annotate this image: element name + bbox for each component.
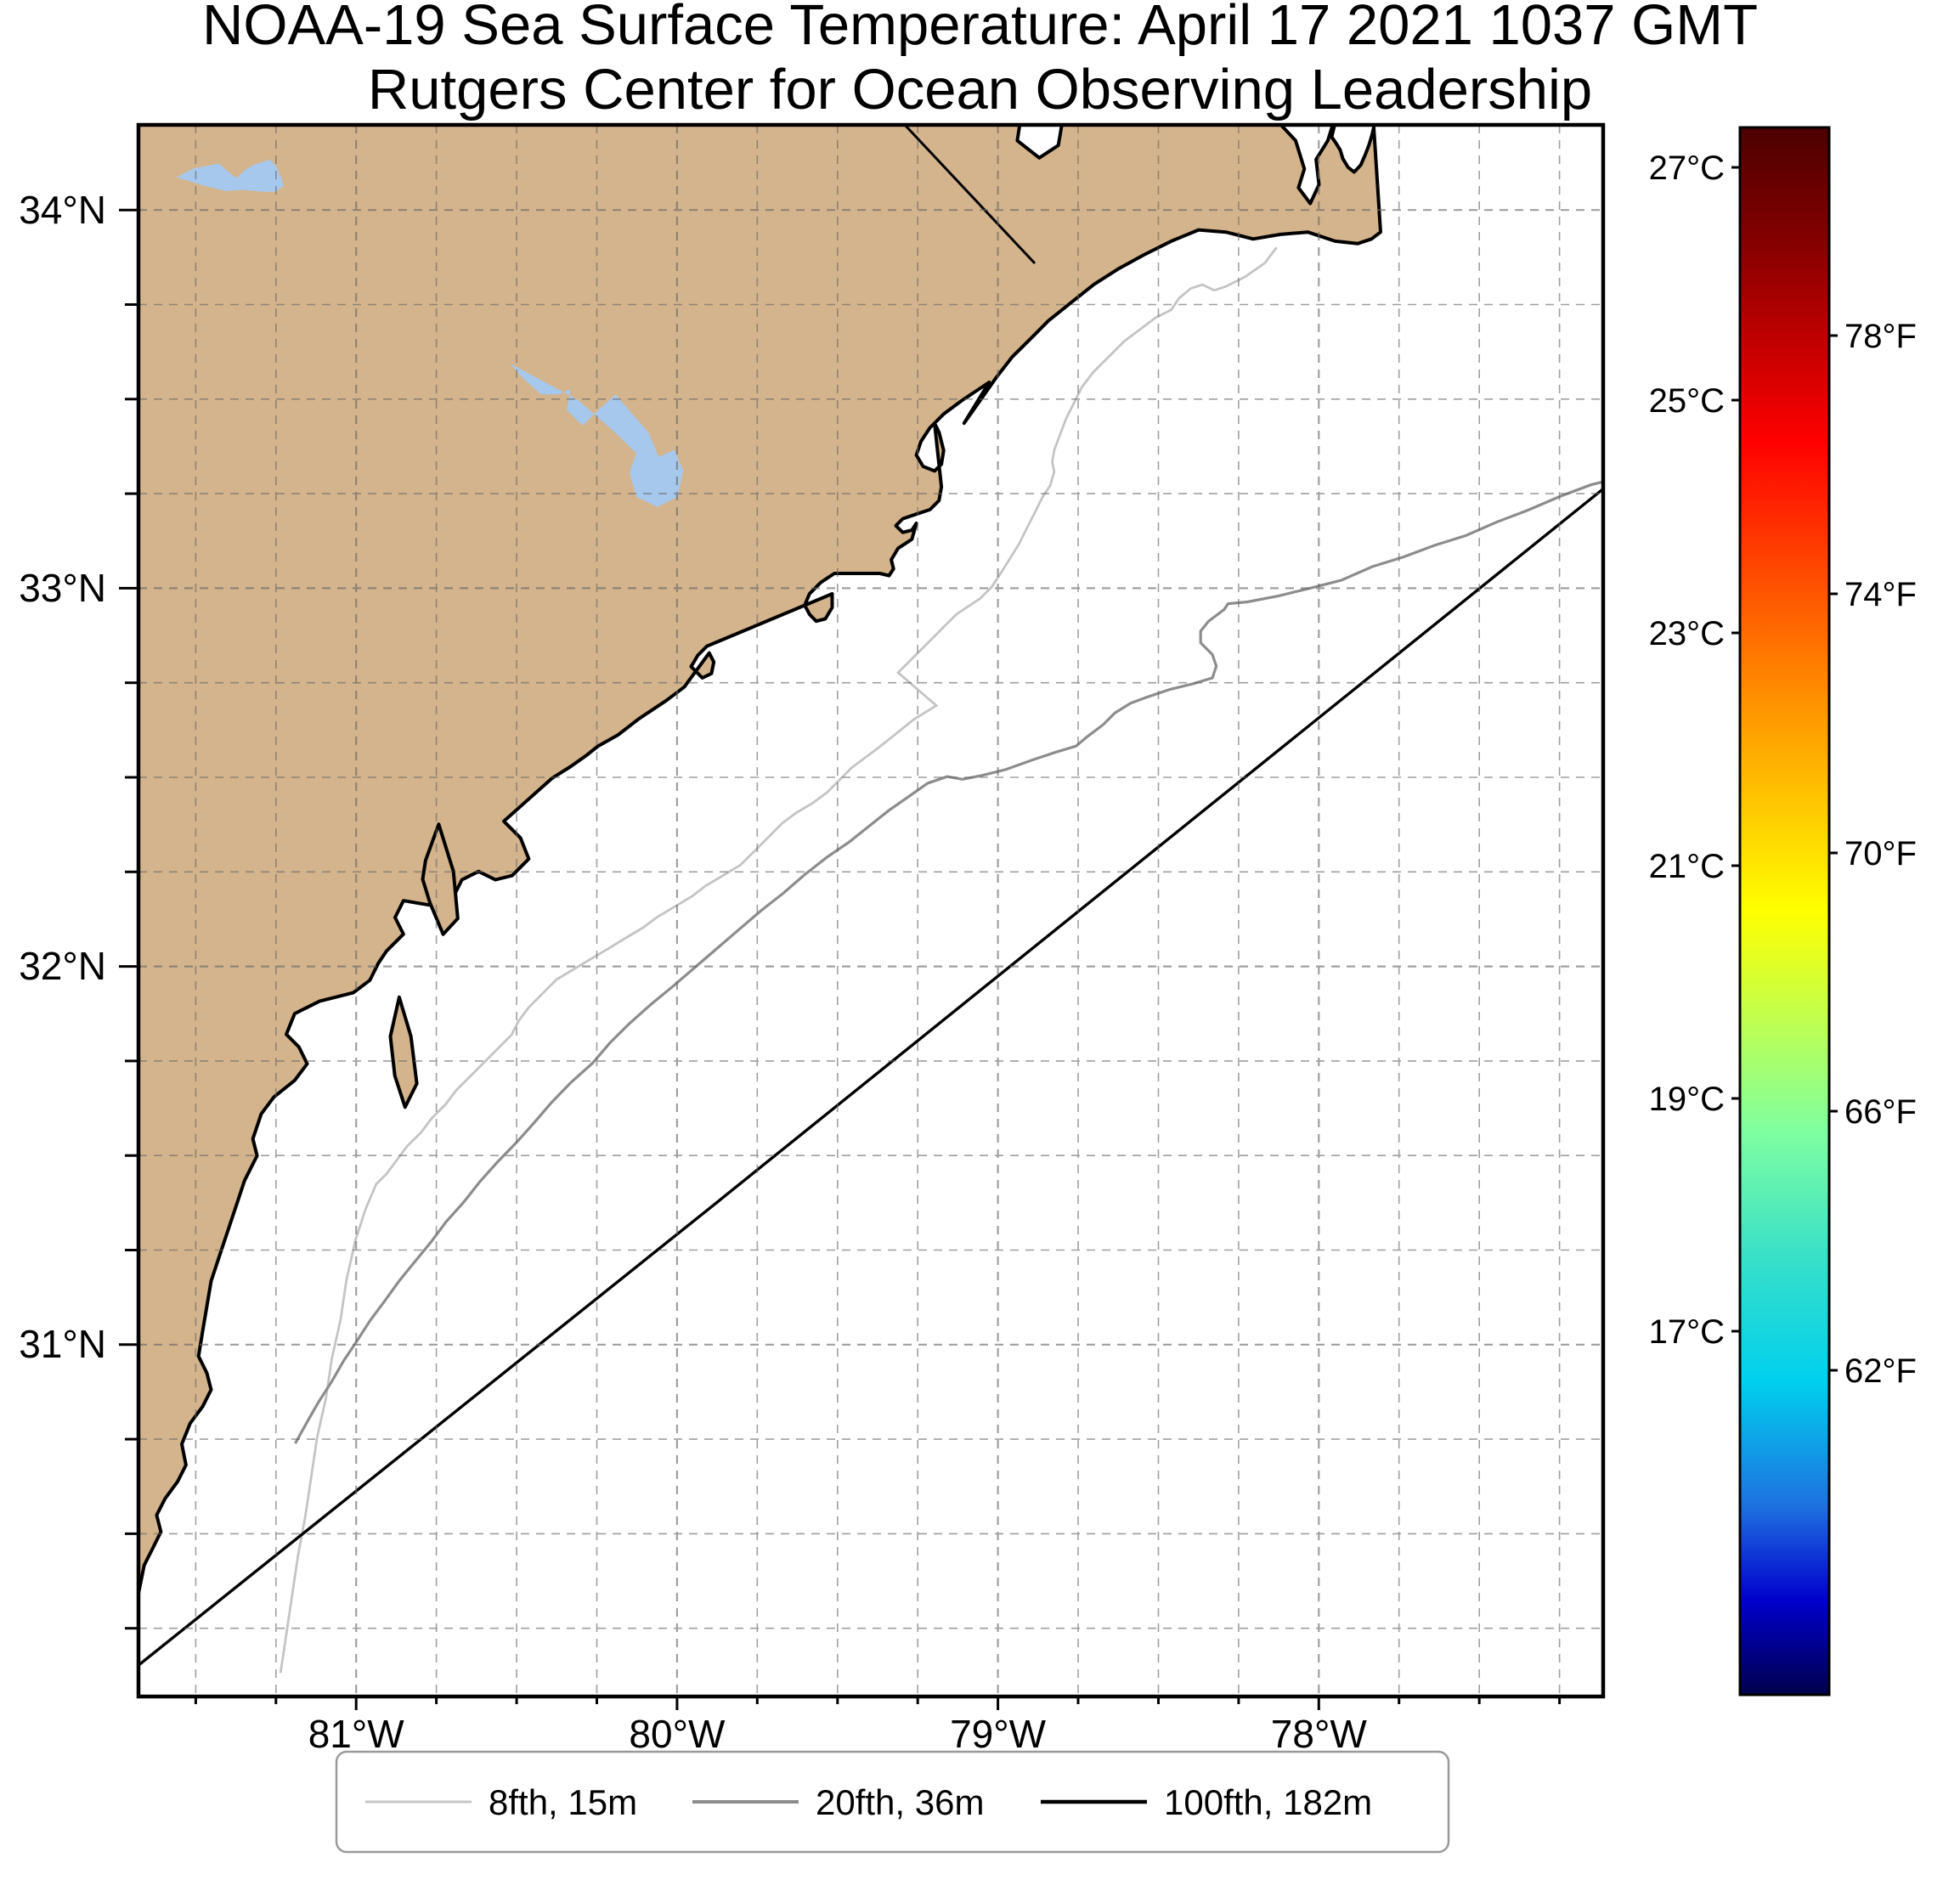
svg-text:21°C: 21°C bbox=[1649, 848, 1725, 885]
svg-text:23°C: 23°C bbox=[1649, 615, 1725, 652]
svg-text:27°C: 27°C bbox=[1649, 150, 1725, 187]
svg-text:20fth, 36m: 20fth, 36m bbox=[816, 1782, 984, 1822]
svg-text:81°W: 81°W bbox=[308, 1712, 405, 1756]
svg-text:62°F: 62°F bbox=[1844, 1352, 1917, 1390]
svg-text:17°C: 17°C bbox=[1649, 1313, 1725, 1351]
svg-text:79°W: 79°W bbox=[950, 1712, 1047, 1756]
svg-text:78°W: 78°W bbox=[1271, 1712, 1368, 1756]
svg-text:31°N: 31°N bbox=[19, 1322, 106, 1366]
svg-text:34°N: 34°N bbox=[19, 188, 106, 232]
svg-text:80°W: 80°W bbox=[629, 1712, 726, 1756]
svg-text:70°F: 70°F bbox=[1844, 835, 1917, 872]
svg-text:32°N: 32°N bbox=[19, 944, 106, 988]
svg-text:19°C: 19°C bbox=[1649, 1081, 1725, 1118]
svg-text:100fth, 182m: 100fth, 182m bbox=[1164, 1782, 1372, 1822]
svg-text:78°F: 78°F bbox=[1844, 318, 1917, 355]
svg-text:25°C: 25°C bbox=[1649, 382, 1725, 420]
svg-text:33°N: 33°N bbox=[19, 566, 106, 610]
svg-text:74°F: 74°F bbox=[1844, 576, 1917, 613]
svg-text:8fth, 15m: 8fth, 15m bbox=[489, 1782, 637, 1822]
svg-text:66°F: 66°F bbox=[1844, 1093, 1917, 1131]
